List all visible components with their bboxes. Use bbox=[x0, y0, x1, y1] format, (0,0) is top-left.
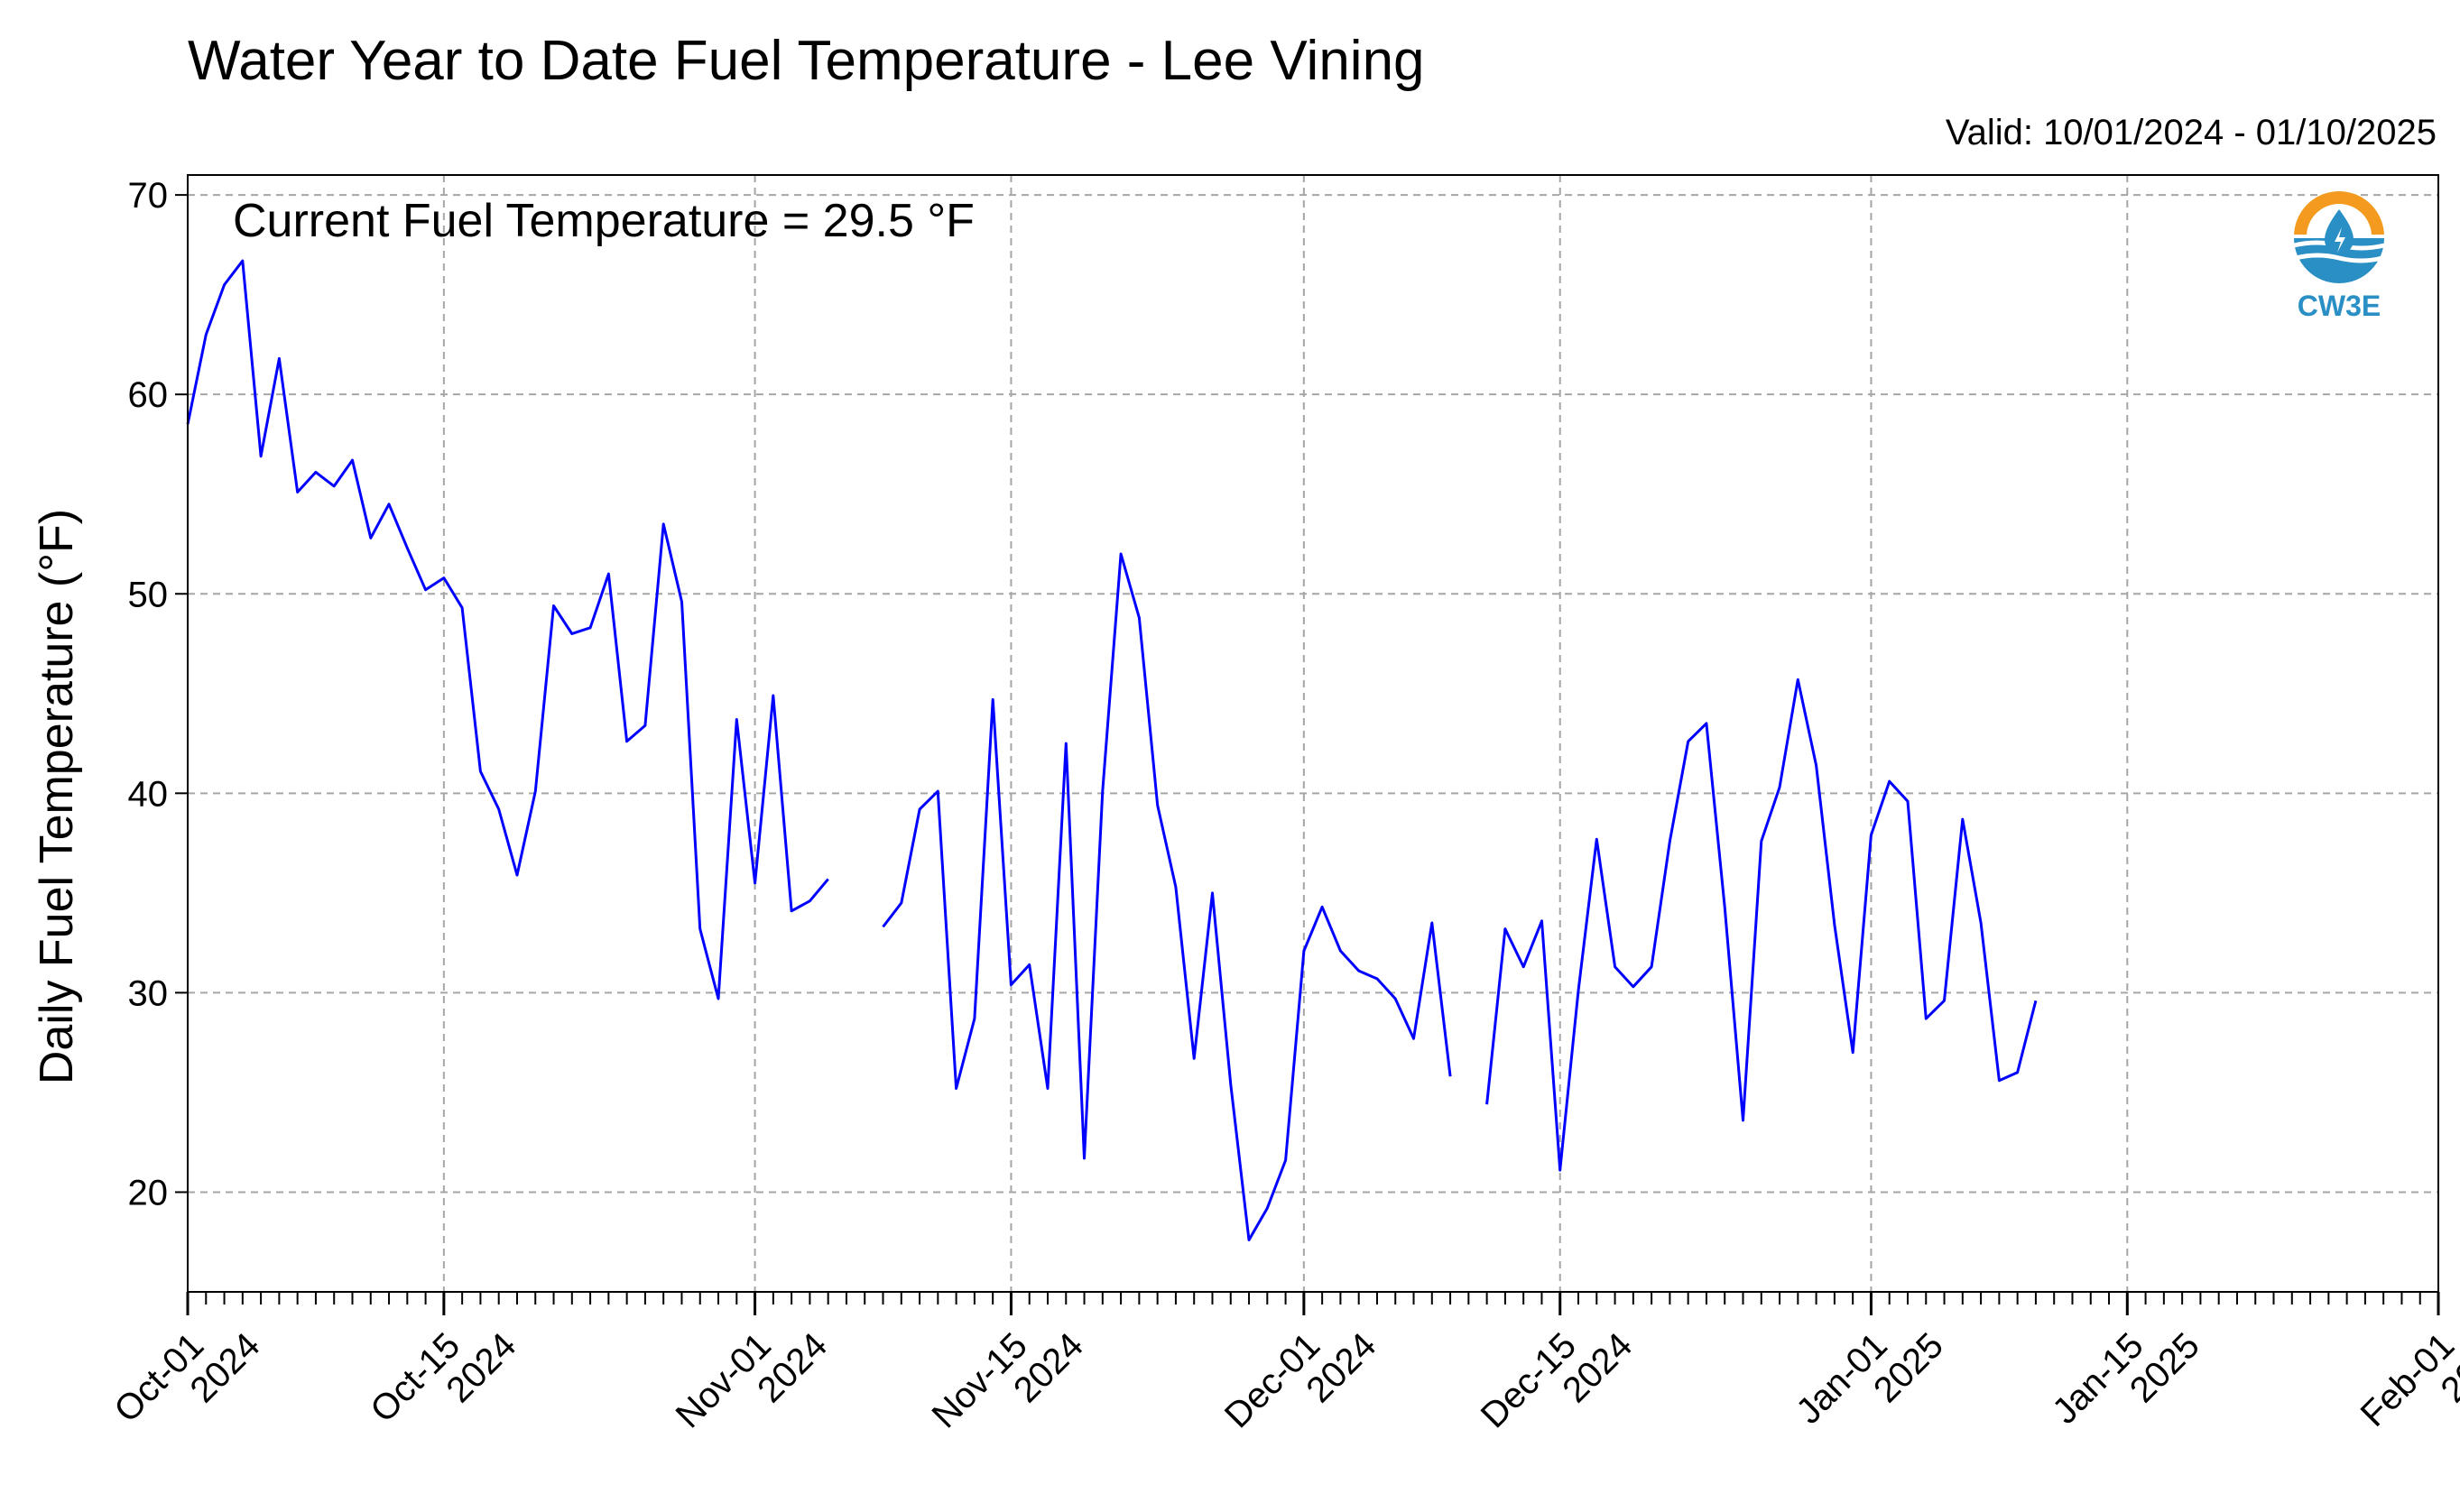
series-line-segment bbox=[882, 552, 1452, 1241]
series-line-segment bbox=[186, 259, 829, 1000]
cw3e-logo-text: CW3E bbox=[2298, 290, 2381, 322]
grid bbox=[187, 175, 2439, 1292]
x-tick-label: Jan-012025 bbox=[1789, 1297, 1951, 1460]
y-tick-label: 30 bbox=[128, 973, 169, 1013]
x-tick-label: Dec-152024 bbox=[1474, 1297, 1641, 1464]
y-axis-label: Daily Fuel Temperature (°F) bbox=[31, 509, 83, 1084]
y-tick-label: 50 bbox=[128, 575, 169, 614]
y-axis-ticks: 20 30 40 50 60 70 bbox=[128, 176, 188, 1212]
x-tick-label: Oct-152024 bbox=[363, 1297, 523, 1458]
series-line-segment bbox=[1485, 678, 2038, 1172]
x-tick-label: Jan-152025 bbox=[2045, 1297, 2207, 1460]
cw3e-logo-icon bbox=[2292, 191, 2386, 283]
series-lines bbox=[186, 259, 2038, 1241]
current-fuel-temperature-annotation: Current Fuel Temperature = 29.5 °F bbox=[233, 195, 975, 247]
valid-date-range: Valid: 10/01/2024 - 01/10/2025 bbox=[1946, 113, 2437, 152]
cw3e-logo: CW3E bbox=[2292, 191, 2386, 322]
x-tick-label: Dec-012024 bbox=[1217, 1297, 1384, 1464]
x-tick-label: Oct-012024 bbox=[106, 1297, 267, 1458]
y-tick-label: 70 bbox=[128, 176, 169, 216]
x-axis-ticks: Oct-012024 Oct-152024 Nov-012024 Nov-152024… bbox=[106, 1292, 2460, 1464]
chart-title: Water Year to Date Fuel Temperature - Le… bbox=[188, 30, 1425, 92]
plot-frame bbox=[187, 174, 2439, 1293]
x-tick-label: Nov-012024 bbox=[669, 1297, 836, 1464]
x-tick-label: Nov-152024 bbox=[925, 1297, 1092, 1464]
y-tick-label: 40 bbox=[128, 774, 169, 814]
x-tick-label: Feb-012025 bbox=[2354, 1297, 2460, 1462]
y-tick-label: 20 bbox=[128, 1173, 169, 1212]
y-tick-label: 60 bbox=[128, 375, 169, 415]
